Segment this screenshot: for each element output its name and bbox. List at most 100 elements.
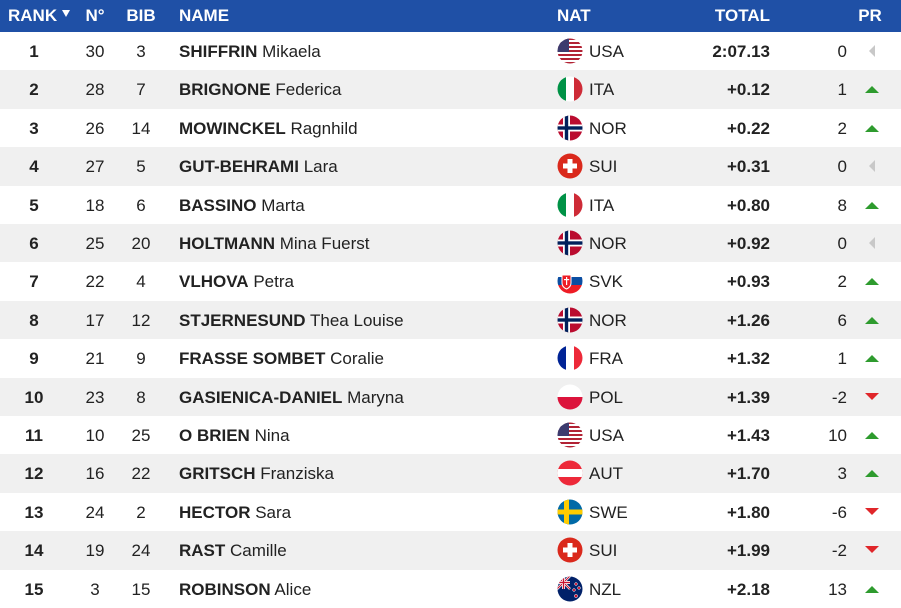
total-time: +0.92 [726,234,770,253]
arrow-shape [865,585,879,593]
position-change: 10 [828,426,847,445]
surname: GRITSCH [179,464,256,484]
flag [557,384,583,410]
position-change: 0 [837,157,847,177]
change-arrow [865,432,879,439]
result-row: 5 18 6 BASSINO Marta ITA +0.80 8 [0,186,901,224]
rank: 7 [29,272,39,292]
flag [557,76,583,102]
position-change: 6 [837,310,847,330]
start-number: 3 [90,579,100,599]
arrow-shape [865,392,879,400]
total-time: +1.32 [726,349,770,369]
bib: 6 [136,195,146,215]
bib: 2 [136,502,146,522]
change-arrow [869,45,875,57]
surname: O BRIEN [179,426,250,445]
total-time: +0.22 [726,118,770,138]
nation: SWE [589,502,628,522]
header-rank[interactable]: RANK [8,6,58,25]
flag [557,38,583,64]
arrow-shape [869,45,875,57]
firstname: Mikaela [262,42,321,61]
surname: HECTOR [179,502,251,522]
flag [557,345,583,371]
firstname: Sara [255,502,292,522]
athlete-name: HOLTMANN Mina Fuerst [179,234,369,254]
arrow-shape [865,546,879,554]
start-number: 22 [85,272,105,292]
rank: 11 [25,426,43,445]
result-row: 3 26 14 MOWINCKEL Ragnhild NOR +0.22 2 [0,109,901,147]
header-row: RANK N° BIB NAME NAT TOTAL PR [0,0,901,32]
surname: RAST [179,541,226,561]
total-time: +2.18 [726,579,770,599]
flag [557,268,583,294]
rank: 3 [29,118,39,138]
start-number: 26 [85,118,105,138]
athlete-name: GUT-BEHRAMI Lara [179,157,338,177]
start-number: 27 [85,157,105,177]
bib: 8 [136,387,146,407]
arrow-shape [869,237,875,249]
bib: 7 [136,80,146,100]
firstname: Thea Louise [310,310,404,330]
rank: 9 [29,349,39,369]
position-change: 3 [837,464,847,484]
change-arrow [865,86,879,94]
bib: 15 [131,579,151,599]
change-arrow [865,585,879,593]
arrow-shape [865,124,879,132]
bib: 9 [136,349,146,369]
firstname: Coralie [330,349,384,369]
arrow-shape [865,86,879,94]
nation: ITA [589,195,615,215]
surname: GASIENICA-DANIEL [179,387,343,407]
athlete-name: STJERNESUND Thea Louise [179,311,404,331]
change-arrow [865,278,879,286]
change-arrow [869,237,875,249]
start-number: 17 [85,310,105,330]
athlete-name: O BRIEN Nina [179,426,290,446]
athlete-name: BRIGNONE Federica [179,80,342,100]
firstname: Mina Fuerst [279,234,370,253]
change-arrow [865,392,879,400]
bib: 14 [131,118,151,138]
change-arrow [865,355,879,363]
rank: 6 [29,234,39,253]
firstname: Alice [274,579,312,599]
arrow-shape [865,355,879,363]
athlete-name: RAST Camille [179,541,287,561]
bib: 4 [136,272,146,292]
surname: HOLTMANN [179,234,275,253]
position-change: -2 [831,541,847,561]
result-row: 1 30 3 SHIFFRIN Mikaela USA 2:07.13 0 [0,32,901,70]
surname: SHIFFRIN [179,42,258,61]
change-arrow [865,546,879,554]
header-number: N° [85,6,105,25]
nation: NZL [589,579,622,599]
firstname: Lara [303,157,338,177]
rank: 1 [29,42,39,61]
change-arrow [869,160,875,173]
athlete-name: FRASSE SOMBET Coralie [179,349,384,369]
total-time: +1.80 [726,502,770,522]
nation: SUI [589,157,618,177]
position-change: -6 [831,502,847,522]
bib: 25 [131,426,151,445]
flag [557,192,583,218]
firstname: Camille [230,541,287,561]
total-time: +1.43 [726,426,770,445]
result-row: 10 23 8 GASIENICA-DANIEL Maryna POL +1.39 -2 [0,377,901,416]
nation: USA [589,426,624,445]
position-change: 1 [837,349,847,369]
change-arrow [865,316,879,324]
position-change: 0 [837,42,847,61]
start-number: 21 [85,349,105,369]
rank: 2 [29,80,39,100]
bib: 24 [131,541,151,561]
start-number: 25 [85,234,105,253]
header-total: TOTAL [714,6,770,25]
flag [557,153,583,179]
